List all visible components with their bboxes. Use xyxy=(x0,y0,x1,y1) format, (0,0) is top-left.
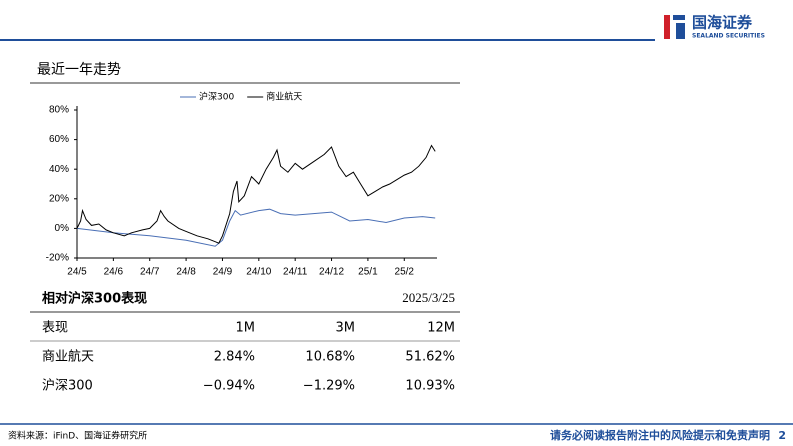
table-cell: 1M xyxy=(236,321,256,336)
series-line xyxy=(76,208,436,247)
table-cell: −1.29% xyxy=(303,379,355,394)
legend-label: 商业航天 xyxy=(266,91,302,103)
table-date: 2025/3/25 xyxy=(402,290,455,305)
table-cell: 3M xyxy=(336,321,356,336)
x-tick-label: 25/1 xyxy=(358,267,378,278)
series-line xyxy=(76,144,436,244)
x-tick-label: 24/11 xyxy=(283,267,308,278)
table-cell: −0.94% xyxy=(203,379,255,394)
logo: 国海证券 SEALAND SECURITIES xyxy=(664,14,765,40)
chart: -20% 0% 20% 40% 60% 80% 24/5 24/6 24/7 24/8 24/9 24… xyxy=(46,91,437,278)
y-tick-label: 40% xyxy=(49,164,69,175)
x-tick-label: 24/10 xyxy=(246,267,271,278)
section-title: 最近一年走势 xyxy=(37,62,121,78)
y-tick-label: -20% xyxy=(46,253,69,264)
table-cell: 10.93% xyxy=(405,379,455,394)
x-tick-label: 24/8 xyxy=(176,267,196,278)
legend-label: 沪深300 xyxy=(199,91,234,103)
x-tick-label: 24/5 xyxy=(67,267,87,278)
logo-sub: SEALAND SECURITIES xyxy=(692,33,765,40)
table-cell: 12M xyxy=(427,321,455,336)
x-tick-label: 25/2 xyxy=(395,267,415,278)
x-tick-label: 24/7 xyxy=(140,267,160,278)
table-cell: 10.68% xyxy=(305,350,355,365)
y-tick-label: 60% xyxy=(49,134,69,145)
x-tick-label: 24/6 xyxy=(104,267,124,278)
y-tick-label: 0% xyxy=(55,223,70,234)
x-tick-label: 24/9 xyxy=(213,267,233,278)
footer-source: 资料来源：iFinD、国海证券研究所 xyxy=(8,430,147,442)
table-cell: 51.62% xyxy=(405,350,455,365)
table-title: 相对沪深300表现 xyxy=(42,291,147,307)
logo-text: 国海证券 xyxy=(692,14,753,32)
page-number: 2 xyxy=(778,429,786,442)
table-cell: 沪深300 xyxy=(42,378,93,394)
table-cell: 商业航天 xyxy=(42,349,94,365)
y-tick-label: 80% xyxy=(49,105,69,116)
table-cell: 2.84% xyxy=(214,350,255,365)
table: 表现 1M 3M 12M 商业航天 2.84% 10.68% 51.62% 沪深300 −0.94… xyxy=(30,321,460,394)
x-tick-label: 24/12 xyxy=(319,267,344,278)
y-tick-label: 20% xyxy=(49,193,69,204)
footer-disclaimer: 请务必阅读报告附注中的风险提示和免责声明 xyxy=(550,428,770,442)
table-cell: 表现 xyxy=(42,321,68,336)
